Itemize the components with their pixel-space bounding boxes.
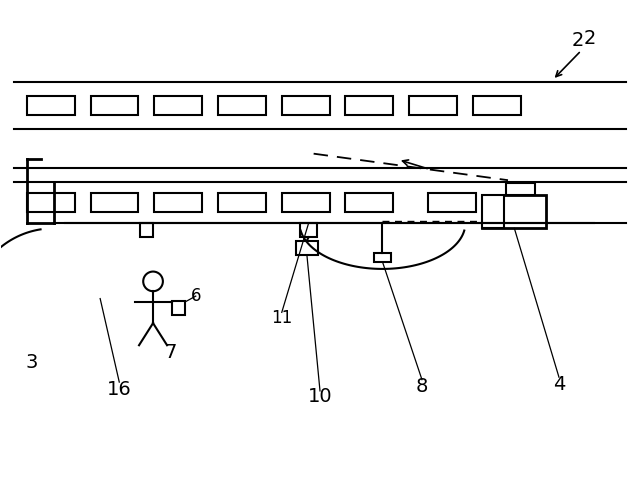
Bar — [282, 96, 330, 115]
Bar — [154, 96, 202, 115]
Bar — [91, 193, 138, 212]
Text: 6: 6 — [191, 287, 201, 305]
Bar — [154, 193, 202, 212]
Bar — [27, 96, 75, 115]
Bar — [374, 253, 392, 262]
Text: 3: 3 — [26, 353, 38, 372]
Bar — [172, 301, 185, 315]
Bar — [27, 193, 75, 212]
Bar — [218, 193, 266, 212]
Text: 8: 8 — [416, 377, 428, 397]
Bar — [483, 195, 504, 228]
Bar — [300, 223, 317, 237]
Text: 4: 4 — [553, 375, 565, 394]
Text: 10: 10 — [308, 387, 332, 407]
Bar — [428, 193, 476, 212]
Bar — [346, 193, 394, 212]
Bar — [91, 96, 138, 115]
Text: 2: 2 — [572, 31, 584, 50]
Text: 16: 16 — [107, 380, 132, 399]
Bar — [346, 96, 394, 115]
Bar — [218, 96, 266, 115]
Text: 7: 7 — [164, 343, 177, 362]
Bar — [296, 241, 318, 255]
Bar — [473, 96, 521, 115]
Bar — [140, 223, 153, 237]
Bar — [282, 193, 330, 212]
Bar — [506, 183, 535, 195]
Bar — [409, 96, 457, 115]
Bar — [483, 195, 546, 228]
Text: 2: 2 — [583, 29, 596, 48]
Text: 11: 11 — [271, 309, 292, 327]
